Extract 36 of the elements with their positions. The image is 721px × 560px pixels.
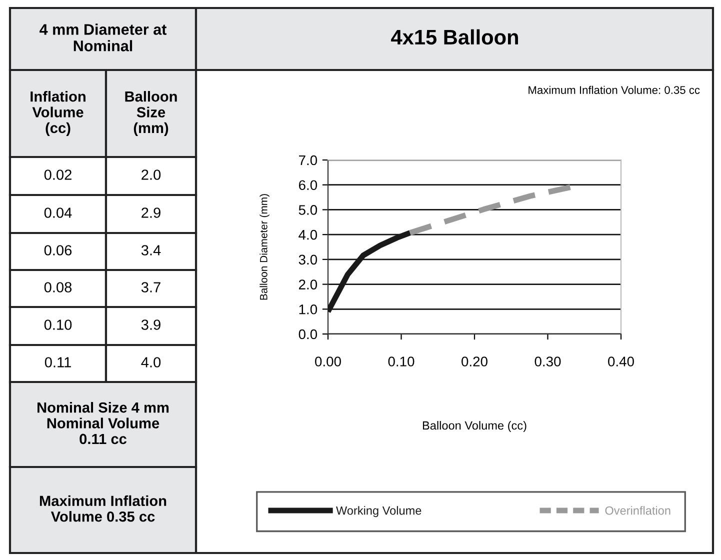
text: 0.04 — [44, 208, 72, 218]
y-tick-label: 5.0 — [298, 205, 318, 215]
text: 0.10 — [44, 320, 72, 330]
text: Overinflation — [605, 506, 670, 515]
chart-title: 4x15 Balloon — [391, 29, 518, 45]
x-tick-label: 0.30 — [534, 356, 561, 366]
text: 0.06 — [44, 245, 72, 256]
text: Maximum Inflation Volume: 0.35 cc — [528, 86, 700, 94]
y-tick-label: 4.0 — [298, 230, 318, 240]
y-tick-label: 6.0 — [298, 180, 318, 190]
text: 3.4 — [141, 245, 161, 256]
text: 3.9 — [141, 320, 160, 330]
x-tick-label: 0.20 — [462, 356, 488, 366]
y-tick-label: 3.0 — [298, 254, 318, 265]
x-tick-label: 0.00 — [315, 356, 341, 366]
text: 2.9 — [142, 208, 160, 218]
y-tick-label: 7.0 — [298, 155, 318, 166]
text: Nominal Size 4 mm Nominal Volume 0.11 cc — [38, 402, 169, 444]
x-tick-label: 0.10 — [388, 356, 414, 366]
y-tick-label: 1.0 — [299, 304, 318, 314]
text: Inflation Volume (cc) — [30, 90, 86, 136]
text: 4 mm Diameter at Nominal — [40, 24, 166, 52]
y-tick-label: 2.0 — [298, 280, 318, 290]
legend-label: Working Volume — [336, 506, 422, 518]
x-axis-title: Balloon Volume (cc) — [422, 421, 526, 432]
text: 0.08 — [44, 282, 72, 292]
y-tick-label: 0.0 — [298, 329, 318, 340]
text: 2.0 — [142, 170, 161, 180]
text: 3.7 — [141, 282, 160, 292]
text: Balloon Size (mm) — [125, 90, 177, 136]
x-tick-label: 0.40 — [608, 356, 634, 366]
text: 4.0 — [141, 357, 161, 368]
text: 0.11 — [44, 357, 71, 368]
y-axis-title: Balloon Diameter (mm) — [260, 194, 270, 300]
text: Maximum Inflation Volume 0.35 cc — [40, 495, 166, 522]
text: 0.02 — [44, 170, 72, 180]
